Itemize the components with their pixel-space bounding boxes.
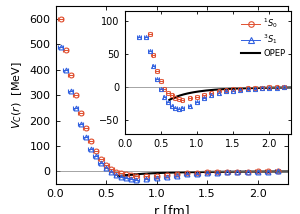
Y-axis label: $V_C(r)$  [MeV]: $V_C(r)$ [MeV]	[10, 61, 24, 129]
X-axis label: r [fm]: r [fm]	[154, 204, 190, 214]
Legend: $^1S_0$, $^3S_1$, OPEP: $^1S_0$, $^3S_1$, OPEP	[240, 15, 287, 59]
